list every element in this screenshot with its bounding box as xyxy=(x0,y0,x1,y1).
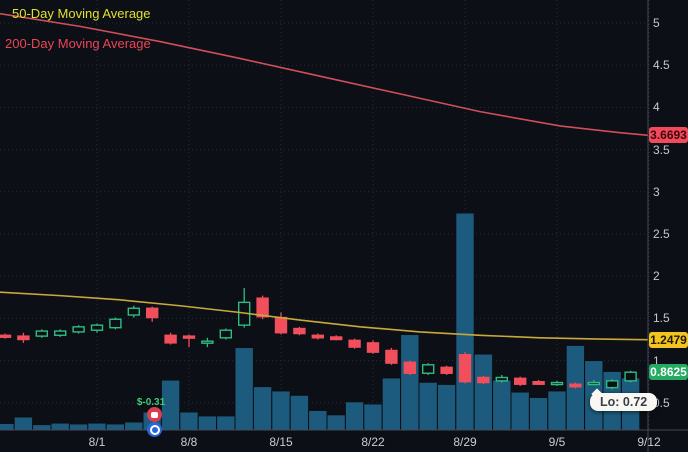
volume-bar xyxy=(13,416,34,431)
volume-bar xyxy=(418,381,438,431)
candle-body xyxy=(17,335,30,341)
candle-body xyxy=(587,381,600,386)
candle-body xyxy=(109,318,122,329)
earnings-marker-icon[interactable] xyxy=(147,407,162,422)
last-price-badge: 0.8625 xyxy=(649,364,688,381)
volume-bar xyxy=(326,414,346,431)
candle-body xyxy=(219,329,233,339)
ma50-price-badge: 1.2479 xyxy=(649,331,688,348)
volume-bar xyxy=(87,422,107,431)
candle-body xyxy=(0,334,12,338)
volume-bar xyxy=(234,347,254,431)
volume-bar xyxy=(197,415,218,431)
time-tick-label: 8/15 xyxy=(269,435,293,449)
price-tick-label: 4 xyxy=(653,100,660,115)
time-tick-label: 8/29 xyxy=(453,435,477,449)
price-tick-label: 3.5 xyxy=(653,142,670,157)
earnings-glyph-icon xyxy=(151,411,158,418)
ma50-line xyxy=(0,291,649,341)
volume-bar xyxy=(252,386,273,431)
info-marker-icon[interactable] xyxy=(147,422,162,437)
volume-bar xyxy=(510,391,530,431)
candle-body xyxy=(624,371,637,382)
ma200-legend-label: 200-Day Moving Average xyxy=(5,36,151,51)
volume-bar xyxy=(381,377,402,431)
volume-bar xyxy=(124,421,144,431)
candle-body xyxy=(54,330,67,336)
candle-body xyxy=(366,342,380,353)
candle-body xyxy=(293,327,306,335)
time-tick-label: 8/8 xyxy=(180,435,198,449)
candle-body xyxy=(495,376,508,382)
volume-bar xyxy=(179,411,199,431)
info-glyph-icon xyxy=(149,424,160,435)
volume-bar xyxy=(363,403,383,431)
price-axis[interactable]: 5 4.5 4 3.5 3 2.5 2 1.5 1 0.5 xyxy=(648,0,688,430)
candle-body xyxy=(422,364,435,374)
volume-bar xyxy=(473,353,494,431)
candle-body xyxy=(606,380,619,389)
candle-body xyxy=(127,307,141,316)
volume-bar xyxy=(344,401,365,431)
candle-body xyxy=(256,297,269,318)
candle-body xyxy=(145,307,159,319)
candle-body xyxy=(458,353,472,383)
price-tick-label: 5 xyxy=(653,16,660,30)
eps-surprise-label: $-0.31 xyxy=(136,397,166,408)
candle-body xyxy=(164,334,177,344)
volume-bar xyxy=(455,212,475,431)
volume-bar xyxy=(400,334,420,431)
candle-body xyxy=(514,377,527,385)
price-tick-label: 2 xyxy=(653,269,660,284)
candle-body xyxy=(550,381,564,386)
volume-bar xyxy=(436,383,457,431)
ma200-price-badge: 3.6693 xyxy=(649,127,688,144)
candle-body xyxy=(532,381,545,385)
candle-body xyxy=(477,376,490,384)
low-price-tooltip-text: Lo: 0.72 xyxy=(600,395,648,409)
volume-bar xyxy=(308,409,328,431)
time-tick-label: 8/1 xyxy=(88,435,106,449)
candle-body xyxy=(348,339,361,348)
candle-body xyxy=(440,366,453,374)
candle-body xyxy=(274,316,288,334)
price-tick-label: 0.5 xyxy=(653,395,670,410)
candle-body xyxy=(35,330,48,337)
candle-body xyxy=(90,324,104,331)
candle-body xyxy=(72,326,85,333)
candle-body xyxy=(201,340,214,344)
volume-bar xyxy=(271,390,291,431)
candle-body xyxy=(182,335,196,339)
ma200-line xyxy=(0,12,649,137)
volume-bar xyxy=(50,422,70,431)
grid-layer xyxy=(0,0,650,430)
ma-layer xyxy=(0,12,649,341)
candle-body xyxy=(569,383,582,388)
price-tick-label: 1 xyxy=(653,353,660,368)
price-tick-label: 4.5 xyxy=(653,58,670,73)
price-tick-label: 3 xyxy=(653,184,660,199)
candle-body xyxy=(403,361,416,374)
price-tick-label: 1.5 xyxy=(653,311,670,326)
volume-bar xyxy=(289,394,310,431)
volume-bar xyxy=(492,379,512,431)
volume-bar xyxy=(528,396,549,431)
time-tick-label: 8/22 xyxy=(361,435,385,449)
volume-bar xyxy=(216,415,236,431)
candle-layer xyxy=(0,288,637,390)
candle-body xyxy=(385,349,398,364)
candle-body xyxy=(330,336,343,341)
candle-body xyxy=(311,334,324,339)
ma50-legend-label: 50-Day Moving Average xyxy=(12,6,151,21)
time-axis[interactable]: 8/1 8/8 8/15 8/22 8/29 9/5 9/12 xyxy=(0,430,688,452)
price-tick-label: 2.5 xyxy=(653,227,670,241)
time-tick-label: 9/12 xyxy=(637,435,661,449)
volume-bar xyxy=(547,390,567,431)
low-price-tooltip: Lo: 0.72 xyxy=(590,388,658,411)
volume-layer xyxy=(0,212,641,431)
time-tick-label: 9/5 xyxy=(548,435,566,449)
